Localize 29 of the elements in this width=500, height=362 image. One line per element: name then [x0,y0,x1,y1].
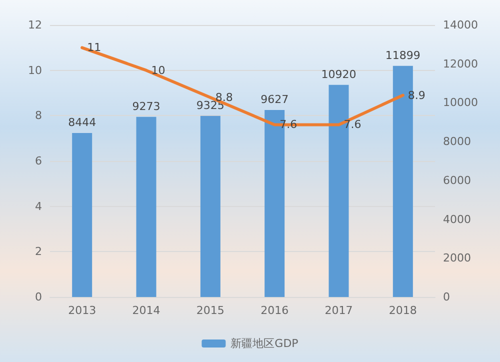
y2-tick-label: 14000 [443,18,478,32]
data-label: 8444 [68,116,96,129]
data-label: 10920 [321,68,356,81]
x-tick-label: 2014 [132,304,160,317]
y-tick-label: 6 [35,154,42,168]
data-label: 10 [151,64,166,77]
y2-tick-label: 8000 [443,135,471,148]
data-label: 11899 [385,48,420,62]
y-tick-label: 2 [35,245,42,258]
y-tick-label: 10 [28,64,42,77]
legend-label: 新疆地区GDP [230,337,299,350]
x-tick-label: 2016 [260,304,289,317]
y2-tick-label: 2000 [443,252,471,265]
y-tick-label: 4 [35,200,42,213]
y-tick-label: 0 [35,290,42,304]
y-tick-label: 12 [28,18,42,32]
y2-tick-label: 12000 [443,57,478,70]
y2-tick-label: 10000 [443,96,478,110]
x-tick-label: 2018 [388,304,417,317]
y2-tick-label: 4000 [443,212,471,226]
data-label: 7.6 [280,118,298,132]
data-label: 9273 [132,100,160,113]
data-label: 9627 [260,92,289,106]
y-tick-label: 8 [35,109,42,122]
y2-tick-label: 6000 [443,174,471,187]
y2-tick-label: 0 [443,290,450,304]
x-tick-label: 2013 [68,304,96,317]
x-tick-label: 2015 [196,304,224,317]
x-tick-label: 2017 [324,304,353,317]
